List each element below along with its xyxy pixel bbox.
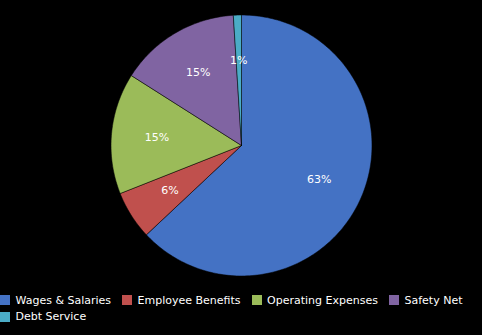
html-text:Debt Service: Debt Service: [15, 310, 87, 324]
html-text:Wages & Salaries: Wages & Salaries: [15, 293, 112, 307]
svg-text:63%: 63%: [307, 173, 331, 186]
svg-text:6%: 6%: [161, 184, 178, 197]
svg-text:15%: 15%: [186, 66, 210, 79]
svg-text:1%: 1%: [230, 54, 247, 67]
svg-text:15%: 15%: [145, 131, 169, 144]
html-text:Safety Net: Safety Net: [404, 293, 463, 307]
html-text:Employee Benefits: Employee Benefits: [137, 293, 241, 307]
html-text:Operating Expenses: Operating Expenses: [267, 293, 378, 307]
